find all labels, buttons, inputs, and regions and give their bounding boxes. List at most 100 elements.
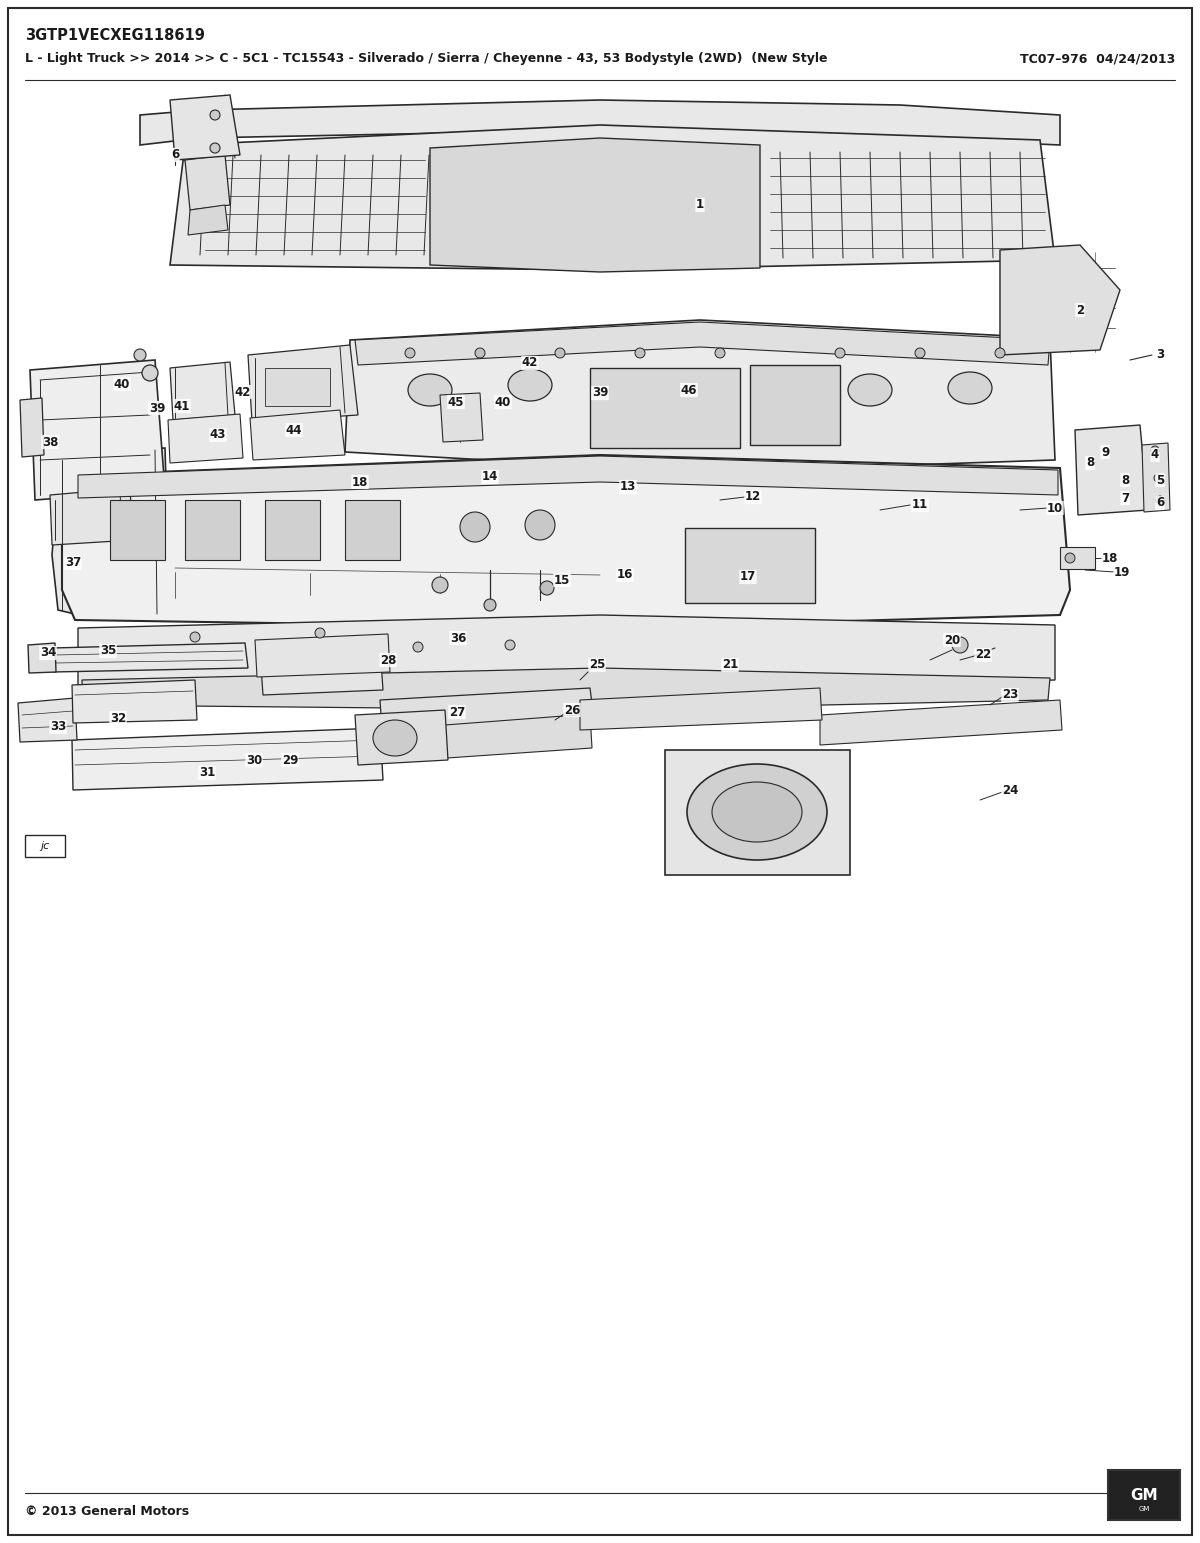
Bar <box>665 750 850 875</box>
Ellipse shape <box>373 721 418 756</box>
Text: 46: 46 <box>680 384 697 397</box>
Polygon shape <box>445 714 592 758</box>
Ellipse shape <box>635 349 646 358</box>
Text: 15: 15 <box>554 574 570 586</box>
Text: 14: 14 <box>482 471 498 483</box>
Text: GM: GM <box>1139 1506 1150 1512</box>
Text: 23: 23 <box>1002 688 1018 702</box>
Text: 34: 34 <box>40 647 56 659</box>
Polygon shape <box>820 701 1062 745</box>
Polygon shape <box>440 393 482 441</box>
Text: 39: 39 <box>592 386 608 400</box>
Ellipse shape <box>1066 552 1075 563</box>
Polygon shape <box>260 647 383 694</box>
Text: 1: 1 <box>696 199 704 211</box>
Text: 42: 42 <box>522 356 538 369</box>
Polygon shape <box>1000 245 1120 355</box>
Text: 13: 13 <box>620 480 636 494</box>
Ellipse shape <box>948 372 992 404</box>
Polygon shape <box>28 643 56 673</box>
Text: 17: 17 <box>740 571 756 583</box>
Polygon shape <box>1142 443 1170 512</box>
Polygon shape <box>52 643 248 673</box>
Text: 16: 16 <box>617 568 634 582</box>
Text: 33: 33 <box>50 721 66 733</box>
Text: 22: 22 <box>974 648 991 662</box>
Bar <box>1108 1470 1180 1520</box>
Text: 31: 31 <box>199 767 215 779</box>
Ellipse shape <box>995 349 1006 358</box>
Polygon shape <box>62 455 1070 628</box>
Polygon shape <box>380 688 594 730</box>
Polygon shape <box>250 410 346 460</box>
Polygon shape <box>78 457 1058 498</box>
Text: 35: 35 <box>100 645 116 657</box>
Text: L - Light Truck >> 2014 >> C - 5C1 - TC15543 - Silverado / Sierra / Cheyenne - 4: L - Light Truck >> 2014 >> C - 5C1 - TC1… <box>25 52 828 65</box>
Ellipse shape <box>686 764 827 859</box>
Text: 29: 29 <box>282 753 298 767</box>
Text: 25: 25 <box>589 659 605 671</box>
Polygon shape <box>78 616 1055 690</box>
Text: 6: 6 <box>170 148 179 162</box>
Polygon shape <box>168 414 242 463</box>
Bar <box>110 500 166 560</box>
Text: 44: 44 <box>286 423 302 437</box>
Text: 36: 36 <box>450 631 466 645</box>
Text: jc: jc <box>41 841 49 852</box>
Text: 40: 40 <box>114 378 130 390</box>
Text: 11: 11 <box>912 498 928 511</box>
Text: 26: 26 <box>564 704 580 716</box>
Text: 45: 45 <box>448 395 464 409</box>
Ellipse shape <box>508 369 552 401</box>
Polygon shape <box>188 205 228 235</box>
Polygon shape <box>170 363 235 420</box>
Bar <box>590 367 740 447</box>
Ellipse shape <box>134 349 146 361</box>
Ellipse shape <box>142 366 158 381</box>
Polygon shape <box>580 688 822 730</box>
Text: TC07–976  04/24/2013: TC07–976 04/24/2013 <box>1020 52 1175 65</box>
Ellipse shape <box>835 349 845 358</box>
Polygon shape <box>170 96 240 160</box>
Text: 28: 28 <box>380 654 396 667</box>
Bar <box>265 500 320 560</box>
Polygon shape <box>256 634 390 677</box>
Polygon shape <box>170 125 1055 270</box>
Ellipse shape <box>952 637 968 653</box>
Ellipse shape <box>406 349 415 358</box>
Text: 3GTP1VECXEG118619: 3GTP1VECXEG118619 <box>25 28 205 43</box>
Text: 4: 4 <box>1151 449 1159 461</box>
Ellipse shape <box>1156 495 1164 505</box>
Text: 40: 40 <box>494 395 511 409</box>
Polygon shape <box>355 322 1050 366</box>
Polygon shape <box>20 398 44 457</box>
Polygon shape <box>346 319 1055 472</box>
Ellipse shape <box>712 782 802 842</box>
Text: 42: 42 <box>235 386 251 398</box>
Text: 30: 30 <box>246 753 262 767</box>
Text: 7: 7 <box>1121 492 1129 505</box>
Text: 38: 38 <box>42 435 58 449</box>
Text: © 2013 General Motors: © 2013 General Motors <box>25 1504 190 1518</box>
Text: 5: 5 <box>1156 474 1164 486</box>
Text: 41: 41 <box>174 400 190 412</box>
Ellipse shape <box>526 511 554 540</box>
Polygon shape <box>82 668 1050 710</box>
Polygon shape <box>72 728 383 790</box>
Ellipse shape <box>210 143 220 153</box>
Polygon shape <box>355 710 448 765</box>
Polygon shape <box>1075 424 1148 515</box>
Text: 39: 39 <box>149 401 166 415</box>
Ellipse shape <box>1151 446 1159 454</box>
Polygon shape <box>248 346 358 421</box>
Ellipse shape <box>848 373 892 406</box>
Ellipse shape <box>475 349 485 358</box>
Text: 9: 9 <box>1100 446 1109 458</box>
Ellipse shape <box>190 633 200 642</box>
Text: 12: 12 <box>745 491 761 503</box>
Text: GM: GM <box>1130 1487 1158 1503</box>
Text: 27: 27 <box>449 705 466 719</box>
Bar <box>1060 548 1096 569</box>
Ellipse shape <box>460 512 490 542</box>
Ellipse shape <box>540 582 554 596</box>
